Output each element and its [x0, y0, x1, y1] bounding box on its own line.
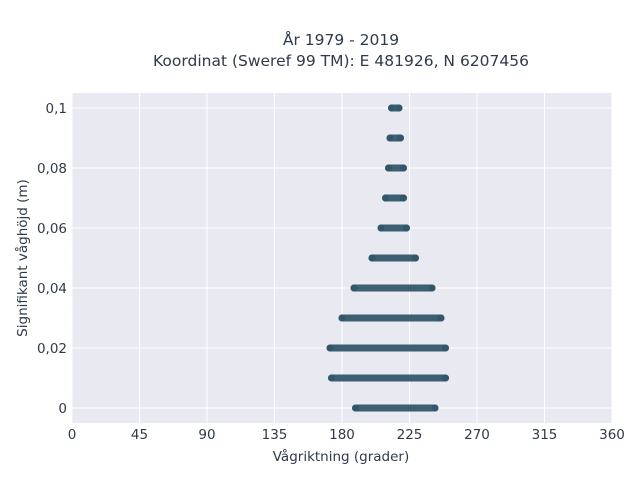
data-point: [326, 344, 334, 352]
data-point: [382, 194, 389, 202]
wave-point-band: [377, 224, 410, 232]
x-tick-label: 180: [329, 427, 355, 443]
data-point: [328, 374, 335, 382]
data-point: [442, 374, 449, 382]
y-axis-title: Signifikant våghöjd (m): [14, 179, 31, 337]
data-point: [400, 194, 407, 202]
wave-point-band: [350, 284, 436, 292]
data-point: [431, 404, 439, 412]
data-point: [442, 344, 449, 352]
data-point: [377, 224, 385, 232]
data-point: [412, 254, 419, 262]
x-axis-title: Vågriktning (grader): [273, 448, 410, 465]
wave-point-band: [326, 344, 449, 352]
data-point: [385, 164, 392, 172]
x-tick-label: 45: [131, 427, 148, 443]
x-tick-label: 0: [68, 427, 77, 443]
data-point: [428, 284, 436, 292]
wave-point-band: [388, 104, 403, 112]
wave-point-band: [352, 404, 439, 412]
data-point: [386, 134, 394, 142]
data-point: [397, 134, 404, 142]
wave-point-band: [382, 194, 407, 202]
chart-subtitle: Koordinat (Sweref 99 TM): E 481926, N 62…: [153, 52, 529, 70]
wave-point-band: [386, 134, 404, 142]
wave-point-band: [385, 164, 407, 172]
x-tick-label: 225: [397, 427, 423, 443]
x-tick-label: 90: [198, 427, 215, 443]
data-point: [350, 284, 358, 292]
data-point: [395, 104, 403, 112]
data-point: [352, 404, 359, 412]
data-point: [368, 254, 376, 262]
x-tick-label: 270: [464, 427, 490, 443]
wave-point-band: [338, 314, 445, 322]
x-tick-labels: 0 45 90 135 180 225 270 315 360: [68, 427, 625, 443]
chart-title: År 1979 - 2019: [283, 30, 399, 49]
y-tick-label: 0,06: [37, 221, 67, 237]
data-point: [437, 314, 445, 322]
y-tick-label: 0: [58, 401, 67, 417]
data-point: [388, 104, 395, 112]
data-point: [403, 224, 410, 232]
wave-point-band: [368, 254, 419, 262]
data-points: [326, 104, 449, 412]
data-point: [400, 164, 407, 172]
y-tick-label: 0,04: [37, 281, 67, 297]
x-tick-label: 315: [532, 427, 558, 443]
y-tick-labels: 0 0,02 0,04 0,06 0,08 0,1: [37, 101, 67, 417]
y-tick-label: 0,1: [46, 101, 67, 117]
data-point: [338, 314, 346, 322]
x-tick-label: 135: [262, 427, 288, 443]
y-tick-label: 0,08: [37, 161, 67, 177]
wave-point-band: [328, 374, 449, 382]
y-tick-label: 0,02: [37, 341, 67, 357]
x-tick-label: 360: [599, 427, 625, 443]
